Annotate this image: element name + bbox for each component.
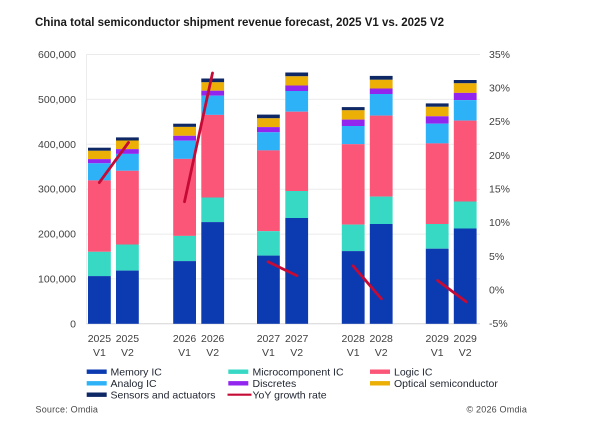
- svg-text:10%: 10%: [489, 217, 510, 229]
- svg-text:0: 0: [70, 318, 76, 330]
- svg-text:V1: V1: [93, 347, 106, 359]
- svg-text:2025: 2025: [116, 333, 140, 345]
- svg-text:25%: 25%: [489, 116, 510, 128]
- svg-text:300,000: 300,000: [38, 184, 76, 196]
- svg-text:30%: 30%: [489, 83, 510, 95]
- svg-text:2028: 2028: [342, 333, 366, 345]
- svg-text:2028: 2028: [370, 333, 394, 345]
- svg-text:200,000: 200,000: [38, 229, 76, 241]
- svg-text:V2: V2: [290, 347, 303, 359]
- svg-text:© 2026 Omdia: © 2026 Omdia: [467, 405, 528, 415]
- svg-text:2025: 2025: [88, 333, 112, 345]
- svg-text:5%: 5%: [489, 251, 504, 263]
- svg-text:Microcomponent IC: Microcomponent IC: [253, 366, 344, 378]
- svg-text:-5%: -5%: [489, 318, 508, 330]
- svg-text:China total semiconductor ship: China total semiconductor shipment reven…: [35, 17, 444, 29]
- svg-text:600,000: 600,000: [38, 49, 76, 61]
- svg-text:20%: 20%: [489, 150, 510, 162]
- svg-text:Optical semiconductor: Optical semiconductor: [394, 378, 498, 390]
- svg-text:V1: V1: [262, 347, 275, 359]
- svg-text:V2: V2: [375, 347, 388, 359]
- svg-text:2029: 2029: [426, 333, 450, 345]
- svg-text:YoY growth rate: YoY growth rate: [253, 389, 327, 401]
- svg-text:V2: V2: [206, 347, 219, 359]
- svg-text:0%: 0%: [489, 284, 504, 296]
- svg-text:V1: V1: [347, 347, 360, 359]
- svg-text:2026: 2026: [173, 333, 197, 345]
- svg-text:Analog IC: Analog IC: [111, 378, 158, 390]
- svg-text:2027: 2027: [257, 333, 281, 345]
- svg-text:Discretes: Discretes: [253, 378, 297, 390]
- svg-text:400,000: 400,000: [38, 139, 76, 151]
- svg-text:100,000: 100,000: [38, 273, 76, 285]
- svg-text:V1: V1: [431, 347, 444, 359]
- svg-text:Memory IC: Memory IC: [111, 366, 163, 378]
- svg-text:V2: V2: [121, 347, 134, 359]
- svg-text:V2: V2: [459, 347, 472, 359]
- svg-text:2027: 2027: [285, 333, 309, 345]
- svg-text:Logic IC: Logic IC: [394, 366, 433, 378]
- svg-text:V1: V1: [178, 347, 191, 359]
- svg-text:500,000: 500,000: [38, 94, 76, 106]
- svg-text:Sensors and actuators: Sensors and actuators: [111, 389, 216, 401]
- svg-text:2026: 2026: [201, 333, 225, 345]
- svg-text:35%: 35%: [489, 49, 510, 61]
- svg-text:Source: Omdia: Source: Omdia: [36, 405, 99, 415]
- svg-text:15%: 15%: [489, 184, 510, 196]
- svg-text:2029: 2029: [454, 333, 478, 345]
